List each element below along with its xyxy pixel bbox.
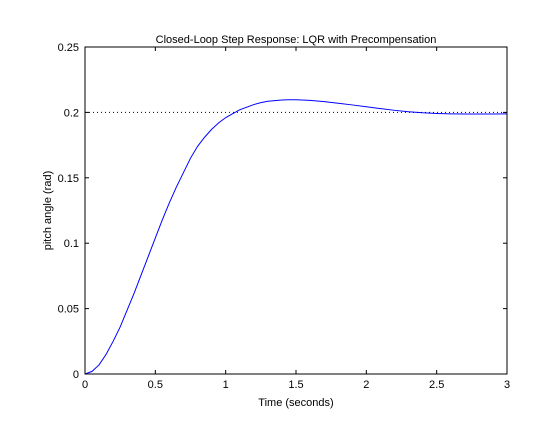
x-tick-label: 0.5 xyxy=(148,379,163,391)
y-axis-title: pitch angle (rad) xyxy=(42,171,54,251)
x-tick-label: 2 xyxy=(363,379,369,391)
x-tick-label: 3 xyxy=(504,379,510,391)
y-tick-label: 0.1 xyxy=(64,238,79,250)
x-tick-label: 0 xyxy=(82,379,88,391)
y-tick-label: 0.2 xyxy=(64,107,79,119)
x-tick-label: 1 xyxy=(223,379,229,391)
plot-background xyxy=(85,47,507,374)
y-tick-label: 0.15 xyxy=(58,173,79,185)
x-tick-label: 2.5 xyxy=(429,379,444,391)
y-tick-label: 0.25 xyxy=(58,42,79,54)
step-response-line xyxy=(84,99,508,375)
ticks-layer: 0 0.5 1 1.5 2 2.5 3 0 0.05 0.1 0.15 0.2 0.25 xyxy=(58,42,510,391)
x-axis-title: Time (seconds) xyxy=(258,397,333,409)
x-tick-label: 1.5 xyxy=(288,379,303,391)
y-tick-label: 0 xyxy=(73,369,79,381)
series-layer xyxy=(84,99,508,375)
y-tick-label: 0.05 xyxy=(58,304,79,316)
chart-title: Closed-Loop Step Response: LQR with Prec… xyxy=(156,34,437,46)
